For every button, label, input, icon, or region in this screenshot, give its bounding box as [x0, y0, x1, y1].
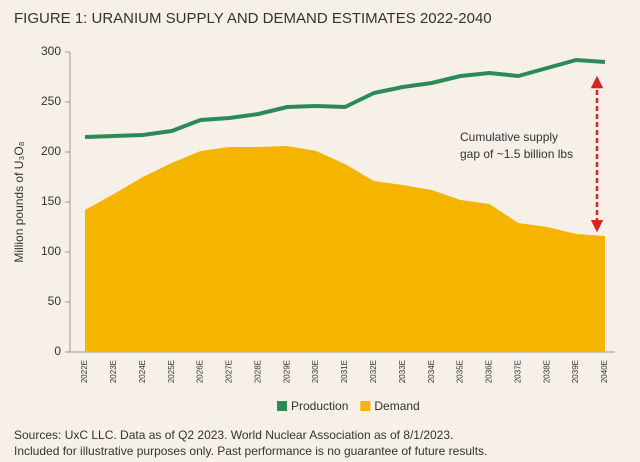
x-tick-label: 2034E: [427, 360, 436, 383]
y-axis-label: Million pounds of U₃O₈: [12, 141, 26, 262]
x-tick-label: 2026E: [196, 360, 205, 383]
line: [84, 58, 606, 139]
legend-swatch: [277, 401, 287, 411]
x-tick-label: 2033E: [398, 360, 407, 383]
area: [85, 146, 605, 352]
y-tick-label: 0: [54, 344, 61, 358]
x-tick-label: 2032E: [369, 360, 378, 383]
x-tick-label: 2035E: [456, 360, 465, 383]
chart-title: FIGURE 1: URANIUM SUPPLY AND DEMAND ESTI…: [14, 10, 492, 27]
y-tick-label: 100: [41, 244, 61, 258]
x-tick-label: 2022E: [80, 360, 89, 383]
x-tick-label: 2031E: [340, 360, 349, 383]
y-tick-label: 200: [41, 144, 61, 158]
x-tick-label: 2039E: [571, 360, 580, 383]
x-tick-label: 2036E: [485, 360, 494, 383]
legend-label: Production: [291, 399, 348, 413]
x-tick-label: 2023E: [109, 360, 118, 383]
legend-swatch: [360, 401, 371, 411]
y-tick-label: 250: [41, 94, 61, 108]
y-tick-label: 150: [41, 194, 61, 208]
y-tick-label: 50: [48, 294, 62, 308]
x-tick-label: 2027E: [225, 360, 234, 383]
legend-label: Demand: [374, 399, 419, 413]
x-tick-label: 2037E: [513, 360, 522, 383]
annotation: Cumulative supply: [460, 130, 558, 144]
x-tick-label: 2025E: [167, 360, 176, 383]
x-tick-label: 2028E: [253, 360, 262, 383]
y-tick-label: 300: [41, 44, 61, 58]
x-tick-label: 2040E: [600, 360, 609, 383]
x-tick-label: 2024E: [138, 360, 147, 383]
x-tick-label: 2029E: [282, 360, 291, 383]
x-tick-label: 2030E: [311, 360, 320, 383]
x-tick-label: 2038E: [542, 360, 551, 383]
footnote: Sources: UxC LLC. Data as of Q2 2023. Wo…: [14, 428, 453, 442]
footnote: Included for illustrative purposes only.…: [14, 444, 487, 458]
annotation: gap of ~1.5 billion lbs: [460, 147, 573, 161]
